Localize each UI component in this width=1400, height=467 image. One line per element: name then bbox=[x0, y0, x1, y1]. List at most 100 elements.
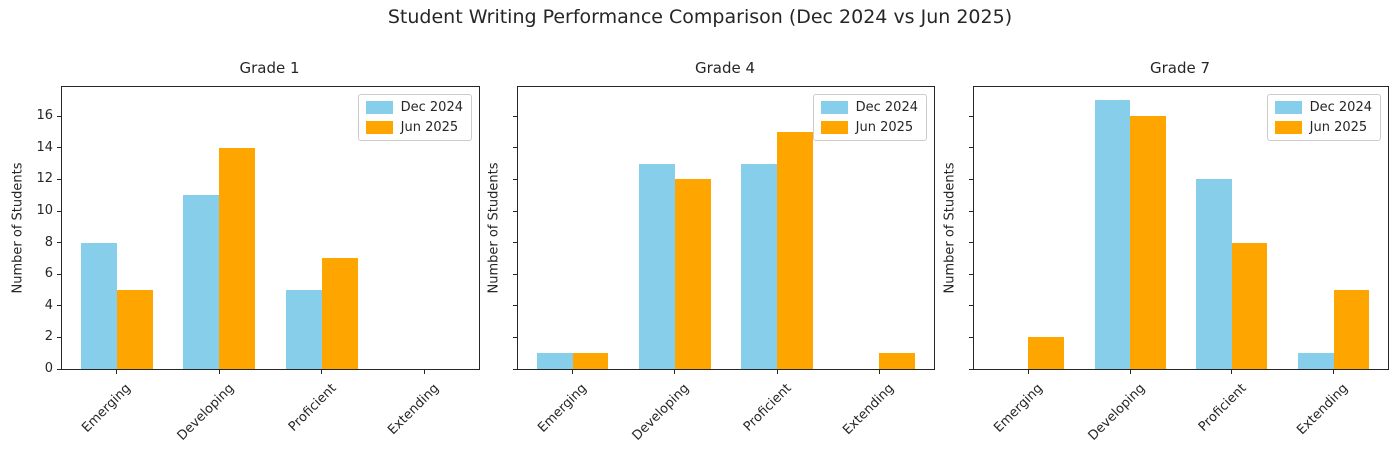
legend-label-dec-2024: Dec 2024 bbox=[1309, 100, 1372, 115]
bar-dec-2024-proficient bbox=[1196, 179, 1232, 369]
y-tick-grade-4 bbox=[513, 178, 517, 180]
x-tick-label-extending: Extending bbox=[1294, 381, 1352, 438]
y-tick-grade-4 bbox=[513, 305, 517, 307]
axes-grade-1: Number of Students 0 2 4 6 8 10 12 14 16 Emerging D… bbox=[11, 86, 480, 444]
bar-dec-2024-extending bbox=[1297, 353, 1334, 369]
y-tick-grade-7 bbox=[969, 210, 973, 212]
y-tick-label-grade-1: 0 bbox=[44, 361, 53, 376]
legend-swatch-dec-2024 bbox=[820, 101, 848, 114]
x-tick-label-developing: Developing bbox=[174, 381, 237, 444]
y-tick-label-grade-1: 6 bbox=[44, 266, 53, 282]
legend-item-dec-2024: Dec 2024 bbox=[1274, 99, 1372, 116]
y-tick-grade-1 bbox=[57, 115, 61, 117]
y-tick-label-grade-1: 10 bbox=[36, 203, 53, 219]
x-tick-grade-7 bbox=[1333, 370, 1335, 374]
y-tick-grade-7 bbox=[969, 273, 973, 275]
legend-swatch-jun-2025 bbox=[1274, 121, 1302, 134]
legend-item-jun-2025: Jun 2025 bbox=[820, 119, 918, 136]
x-tick-grade-1 bbox=[423, 370, 425, 374]
x-tick-label-proficient: Proficient bbox=[1195, 381, 1250, 435]
y-tick-grade-7 bbox=[969, 368, 973, 370]
axes-grade-4: Number of Students Emerging Developing Prof… bbox=[487, 86, 935, 444]
x-tick-grade-4 bbox=[572, 370, 574, 374]
bar-dec-2024-proficient bbox=[741, 163, 778, 369]
y-tick-grade-1 bbox=[57, 147, 61, 149]
y-tick-label-grade-1: 4 bbox=[44, 297, 53, 313]
y-tick-grade-4 bbox=[513, 368, 517, 370]
axes-grade-7: Number of Students Emerging Developing Prof… bbox=[943, 86, 1389, 444]
legend-label-jun-2025: Jun 2025 bbox=[1309, 120, 1368, 135]
legend-label-dec-2024: Dec 2024 bbox=[855, 100, 918, 115]
x-tick-label-extending: Extending bbox=[384, 381, 442, 438]
legend-grade-1: Dec 2024 Jun 2025 bbox=[357, 94, 472, 141]
y-tick-grade-4 bbox=[513, 242, 517, 244]
legend-label-jun-2025: Jun 2025 bbox=[400, 120, 459, 135]
y-tick-grade-4 bbox=[513, 336, 517, 338]
bar-dec-2024-emerging bbox=[536, 353, 573, 369]
bar-jun-2025-proficient bbox=[321, 258, 358, 369]
y-tick-grade-1 bbox=[57, 368, 61, 370]
legend-swatch-jun-2025 bbox=[820, 121, 848, 134]
y-tick-grade-1 bbox=[57, 242, 61, 244]
x-tick-label-emerging: Emerging bbox=[991, 381, 1047, 436]
legend-label-dec-2024: Dec 2024 bbox=[400, 100, 463, 115]
x-tick-grade-4 bbox=[674, 370, 676, 374]
legend-item-dec-2024: Dec 2024 bbox=[820, 99, 918, 116]
legend-grade-4: Dec 2024 Jun 2025 bbox=[812, 94, 927, 141]
bar-dec-2024-emerging bbox=[80, 242, 117, 369]
bar-dec-2024-developing bbox=[639, 163, 675, 369]
x-tick-grade-7 bbox=[1231, 370, 1233, 374]
legend-label-jun-2025: Jun 2025 bbox=[855, 120, 914, 135]
y-tick-grade-7 bbox=[969, 305, 973, 307]
bar-jun-2025-emerging bbox=[572, 353, 609, 369]
bar-jun-2025-developing bbox=[1130, 116, 1166, 369]
y-tick-grade-7 bbox=[969, 242, 973, 244]
subplot-title-grade-1: Grade 1 bbox=[239, 59, 300, 77]
legend-item-jun-2025: Jun 2025 bbox=[1274, 119, 1372, 136]
figure-title: Student Writing Performance Comparison (… bbox=[387, 6, 1013, 28]
bar-jun-2025-extending bbox=[1333, 290, 1370, 369]
x-tick-grade-1 bbox=[116, 370, 118, 374]
y-tick-grade-1 bbox=[57, 273, 61, 275]
y-tick-label-grade-1: 12 bbox=[36, 171, 53, 187]
y-tick-grade-1 bbox=[57, 336, 61, 338]
y-tick-label-grade-1: 8 bbox=[44, 234, 53, 250]
bar-jun-2025-extending bbox=[879, 353, 916, 369]
subplot-title-grade-7: Grade 7 bbox=[1149, 59, 1211, 77]
bar-dec-2024-proficient bbox=[285, 290, 322, 369]
y-tick-grade-4 bbox=[513, 147, 517, 149]
bar-jun-2025-proficient bbox=[777, 132, 813, 369]
y-tick-grade-1 bbox=[57, 210, 61, 212]
bar-dec-2024-developing bbox=[183, 195, 220, 369]
legend-swatch-dec-2024 bbox=[1274, 101, 1302, 114]
legend-swatch-dec-2024 bbox=[365, 101, 393, 114]
x-tick-label-emerging: Emerging bbox=[79, 381, 135, 436]
legend-swatch-jun-2025 bbox=[365, 121, 393, 134]
x-tick-grade-1 bbox=[218, 370, 220, 374]
y-tick-grade-7 bbox=[969, 178, 973, 180]
y-tick-grade-4 bbox=[513, 273, 517, 275]
bar-jun-2025-emerging bbox=[116, 290, 153, 369]
y-tick-grade-7 bbox=[969, 147, 973, 149]
x-tick-label-emerging: Emerging bbox=[535, 381, 591, 436]
x-tick-grade-1 bbox=[321, 370, 323, 374]
x-tick-grade-7 bbox=[1027, 370, 1029, 374]
bar-jun-2025-developing bbox=[219, 147, 256, 369]
x-tick-grade-4 bbox=[878, 370, 880, 374]
x-tick-label-proficient: Proficient bbox=[285, 381, 340, 435]
bar-jun-2025-proficient bbox=[1231, 242, 1268, 369]
y-tick-label-grade-1: 16 bbox=[36, 108, 53, 124]
bar-dec-2024-developing bbox=[1094, 100, 1131, 369]
y-tick-grade-1 bbox=[57, 178, 61, 180]
y-tick-grade-7 bbox=[969, 336, 973, 338]
x-tick-grade-4 bbox=[776, 370, 778, 374]
x-tick-label-proficient: Proficient bbox=[741, 381, 795, 435]
legend-item-jun-2025: Jun 2025 bbox=[365, 119, 463, 136]
y-tick-grade-4 bbox=[513, 115, 517, 117]
bar-jun-2025-developing bbox=[674, 179, 711, 369]
y-axis-label-grade-4: Number of Students bbox=[486, 162, 502, 294]
x-tick-label-developing: Developing bbox=[1085, 381, 1148, 444]
x-tick-label-developing: Developing bbox=[629, 381, 693, 444]
y-tick-grade-1 bbox=[57, 305, 61, 307]
